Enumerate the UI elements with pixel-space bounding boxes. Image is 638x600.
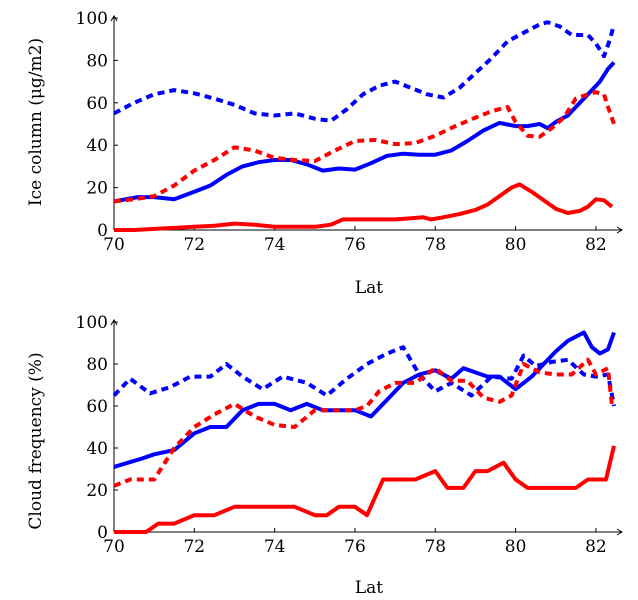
ice-column-x-tick-label: 74 xyxy=(264,235,286,255)
ice-column-y-tick-label: 0 xyxy=(97,221,108,241)
cloud-frequency-series-blue-solid xyxy=(113,330,616,469)
cloud-frequency-chart: Cloud frequency (%) Lat 70 72 74 76 78 80 82 0 2… xyxy=(26,313,623,598)
cloud-frequency-x-tick-label: 74 xyxy=(264,537,286,557)
cloud-frequency-x-tick-label: 78 xyxy=(424,537,446,557)
cloud-frequency-x-tick-label: 76 xyxy=(344,537,366,557)
ice-column-x-axis-label: Lat xyxy=(355,278,383,298)
ice-column-y-tick-label: 20 xyxy=(86,179,108,199)
cloud-frequency-y-tick-label: 60 xyxy=(86,397,108,417)
ice-column-series-red-solid xyxy=(114,182,614,232)
cloud-frequency-series-red-solid xyxy=(114,445,616,534)
ice-column-series-red-dashed xyxy=(113,90,616,204)
ice-column-y-tick-label: 40 xyxy=(86,136,108,156)
ice-column-y-tick-label: 60 xyxy=(86,94,108,114)
ice-column-y-tick-label: 100 xyxy=(76,9,108,29)
cloud-frequency-y-axis-arrow xyxy=(110,319,118,326)
ice-column-x-tick-label: 72 xyxy=(183,235,205,255)
cloud-frequency-y-tick-label: 40 xyxy=(86,439,108,459)
cloud-frequency-x-axis-arrow xyxy=(616,528,623,536)
cloud-frequency-y-axis-label: Cloud frequency (%) xyxy=(26,352,46,529)
ice-column-series-blue-dashed xyxy=(113,20,616,123)
cloud-frequency-x-tick-label: 72 xyxy=(183,537,205,557)
ice-column-y-tick-label: 80 xyxy=(86,51,108,71)
ice-column-x-tick-label: 76 xyxy=(344,235,366,255)
cloud-frequency-y-tick-label: 100 xyxy=(76,313,108,333)
ice-column-x-tick-label: 82 xyxy=(585,235,607,255)
ice-column-x-axis-arrow xyxy=(616,226,623,234)
ice-column-y-axis-label: Ice column (μg/m2) xyxy=(26,38,46,206)
cloud-frequency-series-red-dashed xyxy=(113,357,614,488)
cloud-frequency-series-blue-dashed xyxy=(112,345,616,407)
cloud-frequency-x-tick-label: 82 xyxy=(585,537,607,557)
ice-column-x-tick-label: 80 xyxy=(505,235,527,255)
ice-column-x-tick-label: 78 xyxy=(424,235,446,255)
ice-column-x-tick-label: 70 xyxy=(103,235,125,255)
cloud-frequency-x-tick-label: 80 xyxy=(505,537,527,557)
ice-column-chart: Ice column (μg/m2) Lat 70 72 74 76 78 80 82 0 20… xyxy=(26,9,623,298)
cloud-frequency-y-tick-label: 80 xyxy=(86,355,108,375)
cloud-frequency-x-axis-label: Lat xyxy=(355,578,383,598)
cloud-frequency-y-tick-label: 20 xyxy=(86,481,108,501)
ice-column-series-blue-solid xyxy=(113,61,616,204)
cloud-frequency-y-tick-label: 0 xyxy=(97,523,108,543)
cloud-frequency-x-tick-label: 70 xyxy=(103,537,125,557)
ice-column-y-axis-arrow xyxy=(110,15,118,22)
